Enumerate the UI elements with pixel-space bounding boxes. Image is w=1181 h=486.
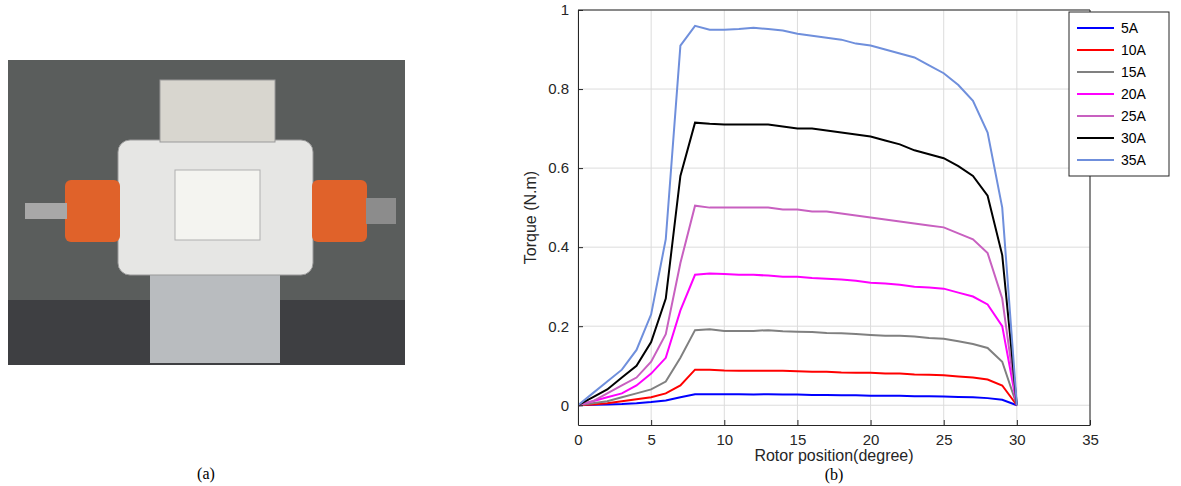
tick: 0.6 — [548, 159, 583, 176]
photo-top-box — [160, 80, 275, 142]
x-grid-line — [724, 10, 725, 425]
y-axis: 0 0.2 0.4 0.6 0.8 1 — [548, 1, 583, 425]
photo-coupling-left — [65, 180, 120, 242]
tick-mark — [651, 420, 652, 425]
tick: 0 — [561, 397, 583, 414]
legend: 5A 10A 15A 20A 25A 30A 35A — [1069, 12, 1169, 176]
tick-mark — [578, 405, 583, 406]
y-axis-title: Torque (N.m) — [522, 171, 539, 264]
figure: (a) 0 5 10 15 20 25 30 35 0 0.2 0.4 0.6 0.8 1 Rotor pos… — [0, 0, 1181, 486]
plot-area — [578, 10, 1090, 425]
tick-label: 5 — [647, 431, 655, 448]
tick-mark — [944, 420, 945, 425]
tick-mark — [797, 420, 798, 425]
grid — [578, 10, 1090, 425]
legend-swatch — [1077, 93, 1114, 95]
series-line — [578, 394, 1017, 405]
tick-label: 0.4 — [548, 238, 569, 255]
legend-label: 20A — [1121, 86, 1147, 102]
tick: 0.8 — [548, 80, 583, 97]
photo-label-plate — [175, 170, 260, 240]
x-grid-line — [797, 10, 798, 425]
photo-background — [8, 60, 405, 365]
tick-mark — [871, 420, 872, 425]
tick-label: 35 — [1082, 431, 1099, 448]
x-axis: 0 5 10 15 20 25 30 35 — [574, 420, 1099, 448]
tick: 0.4 — [548, 238, 583, 255]
series-line — [578, 274, 1017, 406]
y-grid-line — [578, 326, 1090, 327]
tick-mark — [578, 89, 583, 90]
tick-mark — [578, 247, 583, 248]
tick: 15 — [790, 420, 807, 448]
tick-label: 30 — [1009, 431, 1026, 448]
tick-mark — [1017, 420, 1018, 425]
legend-label: 25A — [1121, 108, 1147, 124]
legend-swatch — [1077, 49, 1114, 51]
tick-label: 10 — [716, 431, 733, 448]
photo-coupling-right — [312, 180, 367, 242]
series-line — [578, 329, 1017, 405]
legend-label: 5A — [1121, 20, 1139, 36]
x-grid-line — [578, 10, 579, 425]
tick: 1 — [561, 1, 583, 18]
series-line — [578, 370, 1017, 406]
tick-label: 25 — [936, 431, 953, 448]
legend-swatch — [1077, 137, 1114, 139]
x-axis-title: Rotor position(degree) — [754, 447, 913, 464]
tick-label: 0 — [574, 431, 582, 448]
tick-label: 1 — [561, 1, 569, 18]
tick-mark — [724, 420, 725, 425]
photo-shaft-right — [366, 198, 396, 224]
tick-label: 0.2 — [548, 317, 569, 334]
photo-motor-body — [118, 140, 313, 275]
tick-label: 20 — [863, 431, 880, 448]
x-grid-line — [1016, 10, 1017, 425]
legend-swatch — [1077, 159, 1114, 161]
series-line — [578, 123, 1017, 406]
series-line — [578, 26, 1017, 405]
y-grid-line — [578, 10, 1090, 11]
x-axis-line — [579, 425, 1091, 426]
series-line — [578, 206, 1017, 406]
photo-shaft-left — [25, 203, 67, 219]
y-axis-line — [578, 11, 579, 426]
plot-frame-top — [578, 10, 1090, 11]
y-grid-line — [578, 247, 1090, 248]
photo-base — [150, 268, 280, 363]
panel-label: (a) — [197, 465, 215, 483]
legend-label: 15A — [1121, 64, 1147, 80]
tick-label: 0 — [561, 397, 569, 414]
legend-swatch — [1077, 71, 1114, 73]
legend-box — [1069, 12, 1169, 176]
tick-label: 0.6 — [548, 159, 569, 176]
panel-label: (b) — [825, 466, 844, 484]
tick-mark — [578, 10, 583, 11]
legend-label: 10A — [1121, 42, 1147, 58]
tick: 30 — [1009, 420, 1026, 448]
y-grid-line — [578, 89, 1090, 90]
legend-swatch — [1077, 115, 1114, 117]
legend-label: 35A — [1121, 152, 1147, 168]
tick: 20 — [863, 420, 880, 448]
tick: 5 — [647, 420, 655, 448]
tick: 10 — [716, 420, 733, 448]
series-lines — [578, 26, 1017, 405]
legend-label: 30A — [1121, 130, 1147, 146]
tick-mark — [578, 168, 583, 169]
photo-panel — [8, 60, 405, 365]
tick: 0.2 — [548, 317, 583, 334]
tick: 35 — [1082, 420, 1099, 448]
legend-swatch — [1077, 27, 1114, 29]
tick-mark — [1090, 420, 1091, 425]
y-grid-line — [578, 168, 1090, 169]
tick-label: 15 — [790, 431, 807, 448]
tick-label: 0.8 — [548, 80, 569, 97]
tick: 25 — [936, 420, 953, 448]
tick-mark — [578, 326, 583, 327]
